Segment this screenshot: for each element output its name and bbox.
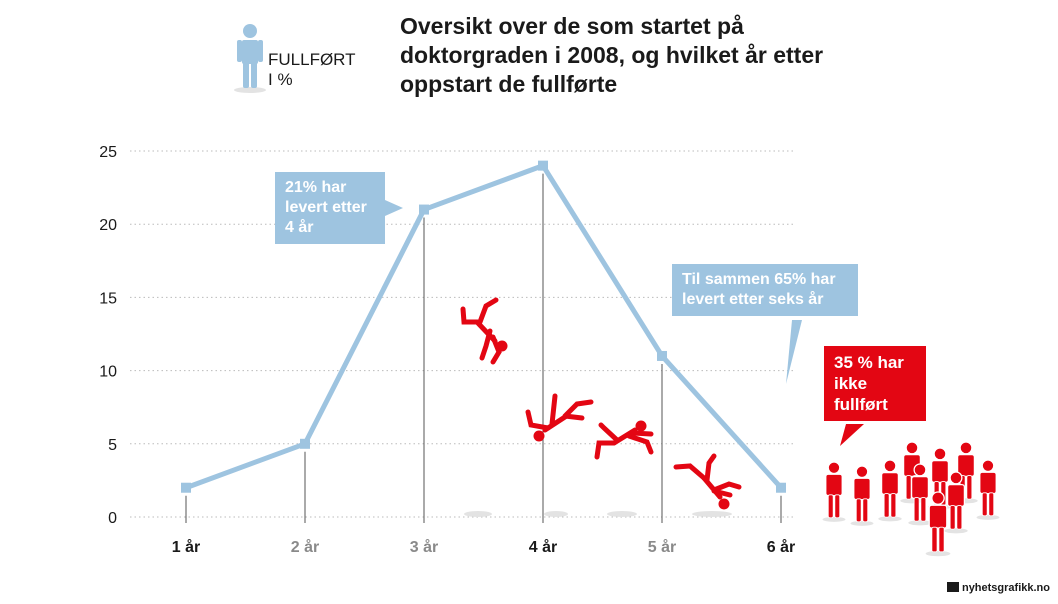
- person-head: [905, 441, 919, 455]
- data-point: [776, 482, 786, 493]
- falling-figure-icon: [673, 453, 742, 510]
- x-tick-label: 6 år: [767, 538, 795, 556]
- x-tick-label: 3 år: [410, 538, 438, 556]
- person-icon: [976, 459, 1000, 520]
- person-body: [880, 471, 900, 496]
- person-icon: [850, 465, 874, 526]
- person-shadow: [878, 516, 902, 522]
- ground-shadow: [692, 511, 732, 517]
- chart-title: Oversikt over de som startet på doktorgr…: [400, 13, 824, 97]
- person-leg: [834, 494, 841, 519]
- person-head: [883, 459, 897, 473]
- person-leg: [920, 497, 927, 522]
- person-body: [825, 473, 843, 497]
- data-point: [300, 438, 310, 449]
- person-icon: [234, 24, 266, 93]
- person-shadow: [822, 516, 846, 522]
- person-leg: [827, 494, 834, 519]
- callout-year4: 21% har levert etter 4 år: [275, 172, 385, 244]
- data-points: [181, 160, 786, 493]
- person-leg: [913, 497, 920, 522]
- y-tick-label: 15: [99, 290, 117, 307]
- person-leg: [905, 475, 912, 500]
- legend-label: FULLFØRT I %: [268, 50, 368, 90]
- person-shadow: [944, 528, 968, 534]
- person-leg: [890, 493, 897, 518]
- person-shadow: [976, 514, 1000, 520]
- x-tick-label: 2 år: [291, 538, 319, 556]
- y-tick-label: 20: [99, 217, 117, 234]
- person-head: [981, 459, 995, 473]
- person-icon: [908, 463, 932, 526]
- person-body: [979, 471, 997, 495]
- series-line: [185, 163, 783, 491]
- person-body: [946, 483, 966, 508]
- person-head: [931, 491, 945, 505]
- callout-red-pointer: [840, 424, 864, 446]
- y-tick-label: 10: [99, 364, 117, 381]
- person-body: [853, 477, 871, 501]
- person-body: [956, 453, 976, 478]
- y-axis-ticks: 0 5 10 15 20 25: [99, 144, 117, 527]
- person-head: [855, 465, 869, 479]
- person-body: [928, 504, 948, 529]
- legend-label-line2: I %: [268, 70, 293, 89]
- falling-figure-icon: [594, 420, 654, 460]
- person-head: [959, 441, 973, 455]
- x-tick-label: 4 år: [529, 538, 557, 556]
- person-icon: [944, 471, 968, 534]
- person-head: [827, 461, 841, 475]
- person-leg: [931, 526, 938, 553]
- person-leg: [938, 526, 945, 553]
- person-body: [930, 459, 950, 484]
- series-line-path: [185, 163, 783, 491]
- person-shadow: [850, 520, 874, 526]
- data-point: [657, 350, 667, 361]
- person-icon: [822, 461, 846, 522]
- data-point: [538, 160, 548, 171]
- person-shadow: [925, 550, 951, 557]
- legend-label-line1: FULLFØRT: [268, 50, 356, 69]
- callout-total-pointer: [786, 320, 802, 384]
- credit-text: nyhetsgrafikk.no: [961, 582, 1050, 594]
- logo-icon: [946, 582, 959, 592]
- person-leg: [981, 492, 988, 517]
- person-leg: [949, 505, 956, 530]
- falling-figure-icon: [525, 393, 594, 442]
- person-leg: [862, 498, 869, 523]
- person-shadow: [908, 520, 932, 526]
- callout-total: Til sammen 65% har levert etter seks år: [672, 264, 858, 316]
- callout-year4-pointer: [385, 200, 403, 216]
- ground-shadow: [607, 511, 637, 517]
- person-leg: [956, 505, 963, 530]
- y-tick-label: 0: [108, 510, 117, 527]
- person-leg: [966, 475, 973, 500]
- person-icon: [925, 491, 951, 557]
- people-group-icon: [822, 441, 1000, 557]
- person-icon: [878, 459, 902, 522]
- person-leg: [988, 492, 995, 517]
- falling-figure-icon: [460, 297, 508, 365]
- ground-shadow: [464, 511, 492, 517]
- person-leg: [883, 493, 890, 518]
- x-axis-ticks: 1 år 2 år 3 år 4 år 5 år 6 år: [172, 538, 795, 556]
- grid-lines: [130, 150, 795, 518]
- x-tick-label: 1 år: [172, 538, 200, 556]
- ground-shadows: [464, 511, 732, 517]
- x-tick-label: 5 år: [648, 538, 676, 556]
- person-head: [933, 447, 947, 461]
- data-point: [419, 204, 429, 215]
- y-tick-label: 25: [99, 144, 117, 161]
- person-body: [910, 475, 930, 500]
- person-leg: [855, 498, 862, 523]
- credit: nyhetsgrafikk.no: [946, 582, 1050, 594]
- data-point: [181, 482, 191, 493]
- person-head: [949, 471, 963, 485]
- ground-shadow: [544, 511, 568, 517]
- drop-lines: [185, 173, 782, 523]
- callout-not-completed: 35 % har ikke fullført: [824, 346, 926, 421]
- person-head: [913, 463, 927, 477]
- y-tick-label: 5: [108, 437, 117, 454]
